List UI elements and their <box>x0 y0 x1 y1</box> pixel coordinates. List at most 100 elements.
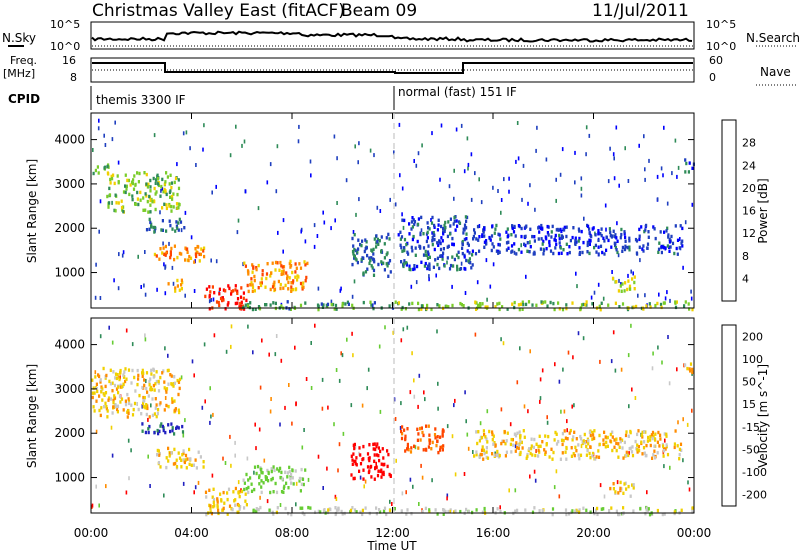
echo-cell <box>242 291 245 295</box>
echo-cell <box>161 177 164 182</box>
echo-cell <box>619 284 622 288</box>
echo-cell <box>195 466 198 470</box>
echo-cell <box>127 178 130 183</box>
scatter-cell <box>259 495 261 500</box>
echo-cell <box>612 229 615 233</box>
echo-cell <box>497 251 500 255</box>
echo-cell <box>271 510 274 515</box>
echo-cell <box>171 429 174 433</box>
echo-cell <box>218 303 221 308</box>
scatter-cell <box>270 397 272 401</box>
echo-cell <box>644 228 647 232</box>
echo-cell <box>361 512 364 517</box>
power-echo-region <box>397 215 475 272</box>
echo-cell <box>611 430 614 434</box>
echo-cell <box>510 233 513 237</box>
scatter-cell <box>274 352 277 357</box>
scatter-cell <box>572 355 574 360</box>
echo-cell <box>289 475 292 479</box>
echo-cell <box>485 446 488 450</box>
echo-cell <box>126 392 129 397</box>
echo-cell <box>621 438 624 442</box>
echo-cell <box>382 472 385 477</box>
echo-cell <box>265 272 269 276</box>
echo-cell <box>157 431 160 436</box>
echo-cell <box>224 307 227 311</box>
scatter-cell <box>508 176 510 181</box>
scatter-cell <box>448 184 451 189</box>
echo-cell <box>477 303 480 307</box>
echo-cell <box>443 264 446 268</box>
power-echo-region <box>92 163 110 176</box>
echo-cell <box>417 301 420 306</box>
echo-cell <box>551 224 554 229</box>
echo-cell <box>550 235 553 239</box>
echo-cell <box>408 232 411 236</box>
scatter-cell <box>652 351 654 356</box>
scatter-cell <box>340 351 342 356</box>
scatter-cell <box>338 442 341 447</box>
echo-cell <box>547 434 550 439</box>
echo-cell <box>217 300 220 305</box>
echo-cell <box>180 458 183 462</box>
echo-cell <box>247 478 250 482</box>
echo-cell <box>520 234 523 239</box>
echo-cell <box>610 506 613 510</box>
echo-cell <box>583 432 586 437</box>
xaxis-label: Time UT <box>366 539 417 553</box>
echo-cell <box>257 305 261 309</box>
scatter-cell <box>575 271 577 276</box>
echo-cell <box>545 247 548 251</box>
scatter-cell <box>384 325 386 330</box>
scatter-cell <box>336 156 338 161</box>
echo-cell <box>507 240 510 244</box>
echo-cell <box>272 490 275 494</box>
noise-panel: N.Sky 10^5 10^0 10^5 10^0 N.Search <box>2 18 800 53</box>
echo-cell <box>538 434 541 438</box>
echo-cell <box>569 428 572 433</box>
echo-cell <box>257 286 260 290</box>
echo-cell <box>511 226 514 231</box>
echo-cell <box>457 250 460 254</box>
echo-cell <box>126 410 129 414</box>
echo-cell <box>624 239 627 243</box>
echo-cell <box>510 437 513 442</box>
echo-cell <box>426 256 429 260</box>
echo-cell <box>578 457 581 461</box>
nave-tick-bottom: 0 <box>709 71 716 84</box>
echo-cell <box>561 431 564 436</box>
echo-cell <box>111 381 114 385</box>
echo-cell <box>666 244 669 248</box>
velocity-echo-region <box>156 446 205 470</box>
power-echo-region <box>153 244 206 264</box>
echo-cell <box>160 422 163 426</box>
echo-cell <box>607 238 610 243</box>
echo-cell <box>616 239 619 243</box>
echo-cell <box>411 225 414 229</box>
echo-cell <box>355 456 358 460</box>
scatter-cell <box>599 483 602 488</box>
scatter-cell <box>147 454 149 459</box>
echo-cell <box>457 255 460 260</box>
echo-cell <box>388 237 391 241</box>
echo-cell <box>370 475 373 479</box>
echo-cell <box>162 246 165 250</box>
echo-cell <box>501 439 504 443</box>
echo-cell <box>232 490 235 494</box>
echo-cell <box>535 303 538 307</box>
scatter-cell <box>466 432 469 437</box>
echo-cell <box>615 509 618 513</box>
echo-cell <box>545 237 548 241</box>
echo-cell <box>174 289 177 293</box>
echo-cell <box>307 505 310 510</box>
scatter-cell <box>229 434 231 439</box>
echo-cell <box>246 269 250 273</box>
echo-cell <box>131 413 135 417</box>
echo-cell <box>234 486 237 491</box>
echo-cell <box>426 236 429 240</box>
scatter-cell <box>352 230 355 234</box>
echo-cell <box>537 226 540 230</box>
echo-cell <box>112 401 115 405</box>
echo-cell <box>560 251 563 255</box>
scatter-cell <box>486 297 488 302</box>
